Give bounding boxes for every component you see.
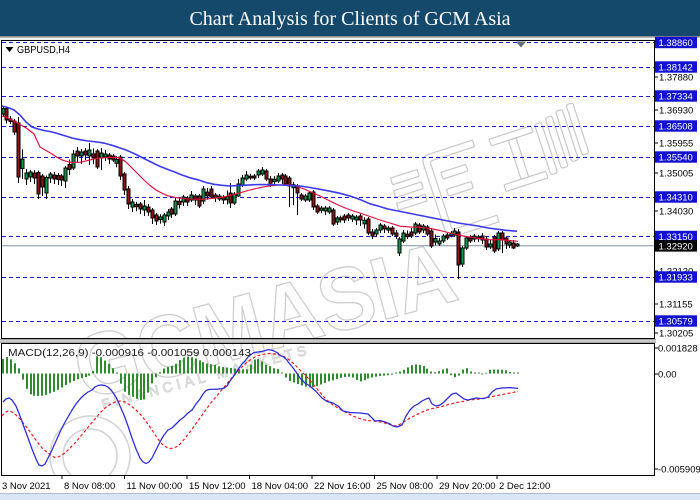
svg-text:1.36508: 1.36508: [659, 122, 693, 133]
svg-text:1.37334: 1.37334: [659, 92, 693, 103]
svg-text:1.36930: 1.36930: [659, 106, 693, 117]
svg-text:1.35955: 1.35955: [659, 139, 693, 150]
svg-text:1.34310: 1.34310: [659, 193, 693, 204]
svg-text:15 Nov 12:00: 15 Nov 12:00: [189, 481, 246, 492]
svg-text:0.00: 0.00: [658, 370, 677, 381]
svg-text:-0.005909: -0.005909: [658, 465, 700, 476]
svg-text:11 Nov 00:00: 11 Nov 00:00: [127, 481, 183, 492]
svg-text:1.31933: 1.31933: [659, 273, 693, 284]
svg-text:22 Nov 16:00: 22 Nov 16:00: [314, 481, 371, 492]
svg-text:GBPUSD,H4: GBPUSD,H4: [17, 45, 70, 56]
svg-text:1.33150: 1.33150: [659, 232, 693, 243]
svg-text:2 Dec 12:00: 2 Dec 12:00: [499, 481, 550, 492]
svg-text:1.31155: 1.31155: [659, 300, 693, 311]
svg-text:1.30205: 1.30205: [659, 329, 693, 340]
svg-text:8 Nov 08:00: 8 Nov 08:00: [64, 481, 115, 492]
svg-text:1.37880: 1.37880: [659, 73, 693, 84]
svg-text:MACD(12,26,9) -0.000916 -0.001: MACD(12,26,9) -0.000916 -0.001059 0.0001…: [8, 348, 252, 359]
svg-text:1.34030: 1.34030: [659, 207, 693, 218]
svg-text:1.32920: 1.32920: [659, 242, 693, 253]
svg-text:25 Nov 08:00: 25 Nov 08:00: [377, 481, 434, 492]
svg-text:3 Nov 2021: 3 Nov 2021: [2, 481, 51, 492]
svg-text:1.38860: 1.38860: [659, 38, 693, 49]
svg-text:18 Nov 04:00: 18 Nov 04:00: [252, 481, 309, 492]
svg-text:0.001828: 0.001828: [658, 344, 698, 355]
svg-text:1.30579: 1.30579: [659, 317, 693, 328]
svg-text:1.38142: 1.38142: [659, 63, 693, 74]
svg-text:1.35540: 1.35540: [659, 153, 693, 164]
svg-text:Chart Analysis for Clients of: Chart Analysis for Clients of GCM Asia: [189, 8, 510, 30]
svg-text:1.35005: 1.35005: [659, 169, 693, 180]
svg-text:29 Nov 20:00: 29 Nov 20:00: [439, 481, 496, 492]
